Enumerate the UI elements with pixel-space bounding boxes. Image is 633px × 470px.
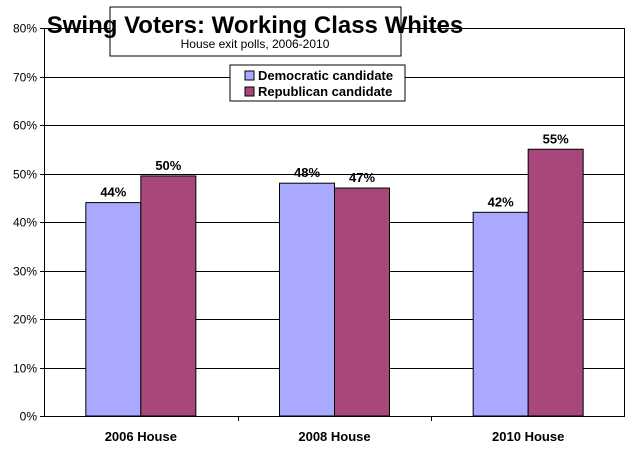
legend-swatch-democratic [244,70,255,81]
legend: Democratic candidate Republican candidat… [229,64,406,102]
chart-title: Swing Voters: Working Class Whites [47,12,464,39]
y-tick-label: 70% [13,71,37,85]
data-label: 55% [543,131,569,146]
data-label: 44% [100,185,126,200]
y-tick-label: 10% [13,362,37,376]
legend-label-republican: Republican candidate [258,84,392,99]
bar-republican [334,187,390,417]
legend-label-democratic: Democratic candidate [258,68,393,83]
title-box-frame [109,6,402,57]
x-tick-label: 2008 House [298,429,370,444]
y-tick-label: 60% [13,119,37,133]
data-labels: 44% 50% 48% 47% 42% 55% [100,131,569,209]
title-box: Swing Voters: Working Class Whites House… [47,6,464,57]
data-label: 48% [294,165,320,180]
x-tick-label: 2006 House [105,429,177,444]
y-tick-label: 30% [13,265,37,279]
bar-republican [527,148,584,417]
y-tick-label: 40% [13,216,37,230]
bar-democratic [472,211,529,417]
bar-democratic [85,202,142,417]
legend-frame [229,64,406,102]
chart-subtitle: House exit polls, 2006-2010 [181,37,330,51]
x-tick-label: 2010 House [492,429,564,444]
bars [85,148,584,417]
y-tick-label: 50% [13,168,37,182]
y-tick-label: 0% [20,410,38,424]
data-label: 50% [155,158,181,173]
bar-republican [140,175,197,417]
axes: 0% 10% 20% 30% 40% 50% 60% 70% 80% 2006 House 2008… [13,22,625,444]
y-tick-label: 20% [13,313,37,327]
data-label: 47% [349,170,375,185]
bar-democratic [279,182,335,417]
y-tick-label: 80% [13,22,37,36]
data-label: 42% [488,194,514,209]
legend-swatch-republican [244,86,255,97]
